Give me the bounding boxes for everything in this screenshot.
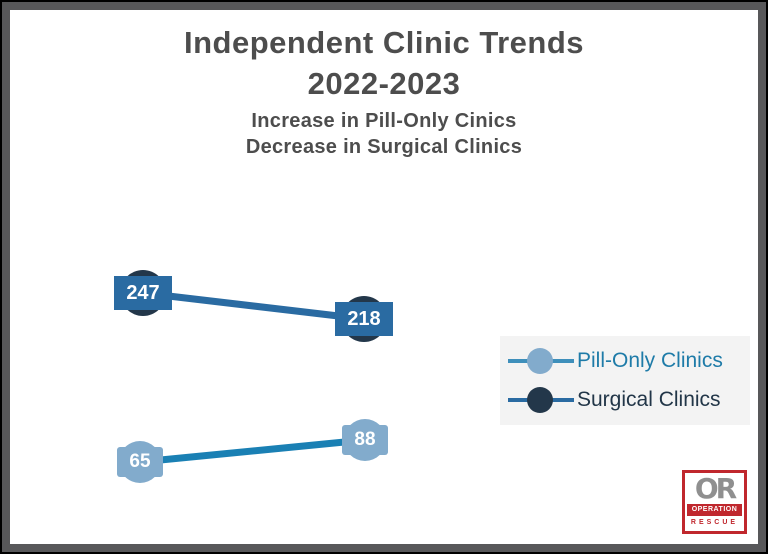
chart-header: Independent Clinic Trends 2022-2023 Incr… bbox=[10, 10, 758, 160]
surgical-2022-data-label: 247 bbox=[114, 276, 172, 310]
surgical-trend-line bbox=[142, 289, 365, 323]
pill-only-trend-line bbox=[139, 436, 366, 466]
pill-only-2022-data-label: 65 bbox=[117, 447, 163, 477]
logo-operation-text: OPERATION bbox=[687, 504, 742, 516]
pill-only-swatch bbox=[508, 348, 574, 374]
chart-subtitle-surgical: Decrease in Surgical Clinics bbox=[245, 136, 523, 158]
pill-only-marker-icon bbox=[527, 348, 553, 374]
pill-only-2023-data-label: 88 bbox=[342, 425, 388, 455]
surgical-swatch bbox=[508, 387, 574, 413]
legend-item-surgical: Surgical Clinics bbox=[508, 385, 750, 415]
legend-item-pill-only: Pill-Only Clinics bbox=[508, 346, 750, 376]
logo-rescue-text: RESCUE bbox=[690, 519, 739, 526]
chart-title-line2: 2022-2023 bbox=[307, 66, 461, 101]
surgical-2023-data-label: 218 bbox=[335, 302, 393, 336]
legend-label-pill-only: Pill-Only Clinics bbox=[577, 349, 723, 372]
operation-rescue-logo: OR OPERATION RESCUE bbox=[682, 470, 747, 534]
chart-legend: Pill-Only Clinics Surgical Clinics bbox=[500, 336, 750, 425]
chart-canvas: Independent Clinic Trends 2022-2023 Incr… bbox=[10, 10, 758, 544]
chart-subtitle-pill: Increase in Pill-Only Cinics bbox=[251, 110, 517, 132]
chart-title-line1: Independent Clinic Trends bbox=[183, 25, 585, 60]
surgical-marker-icon bbox=[527, 387, 553, 413]
logo-monogram: OR bbox=[694, 472, 737, 505]
chart-subtitle: Increase in Pill-Only Cinics Decrease in… bbox=[10, 108, 758, 160]
trend-lines bbox=[139, 289, 366, 466]
legend-label-surgical: Surgical Clinics bbox=[577, 388, 721, 411]
